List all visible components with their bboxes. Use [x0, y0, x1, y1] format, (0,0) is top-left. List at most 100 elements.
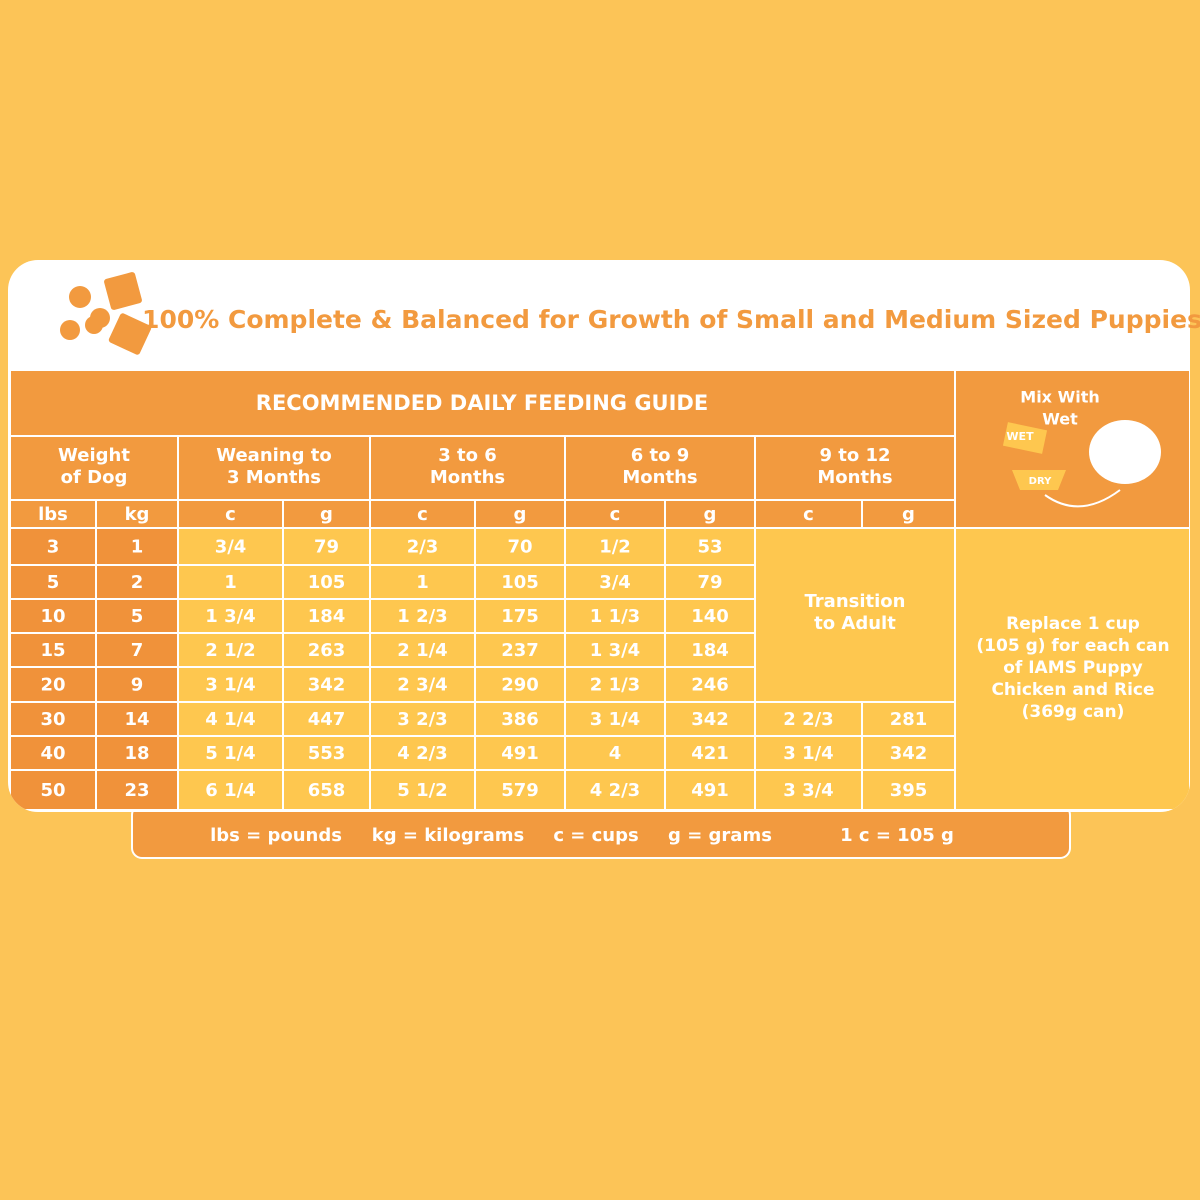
- table-cell: 4 2/3: [397, 743, 447, 764]
- group-header: Months: [430, 467, 505, 488]
- cell: [9, 499, 97, 529]
- cell: [369, 632, 476, 668]
- cell: [369, 435, 566, 501]
- table-cell: 23: [124, 780, 149, 801]
- mix-text: Replace 1 cup: [1006, 614, 1140, 634]
- table-cell: 7: [131, 640, 144, 661]
- cell: [754, 435, 956, 501]
- unit-header: g: [514, 504, 527, 525]
- table-cell: 105: [501, 572, 539, 593]
- table: RECOMMENDED DAILY FEEDING GUIDEWeightof …: [9, 369, 1190, 811]
- group-header: of Dog: [61, 467, 128, 488]
- cell: [95, 701, 179, 737]
- table-cell: 553: [308, 743, 346, 764]
- group-header: Months: [622, 467, 697, 488]
- table-cell: 1 2/3: [397, 606, 447, 627]
- table-cell: 3 3/4: [783, 780, 833, 801]
- table-cell: 53: [697, 537, 722, 558]
- cell: [564, 735, 666, 771]
- table-cell: 3 1/4: [205, 675, 255, 696]
- mix-text: (105 g) for each can: [976, 636, 1169, 656]
- cell: [369, 499, 476, 529]
- cell: [474, 769, 566, 811]
- table-cell: 5 1/4: [205, 743, 255, 764]
- icon-label: WET: [1006, 430, 1034, 443]
- footer-item: g = grams: [668, 825, 772, 846]
- table-cell: 79: [314, 537, 339, 558]
- group-header: 6 to 9: [631, 445, 690, 466]
- table-cell: 281: [890, 709, 928, 730]
- cell: [369, 666, 476, 703]
- cell: [177, 499, 284, 529]
- mix-text: (369g can): [1022, 702, 1125, 722]
- table-cell: 342: [890, 743, 928, 764]
- unit-header: c: [803, 504, 814, 525]
- cell: [564, 769, 666, 811]
- table-cell: 1: [131, 537, 144, 558]
- table-cell: 6 1/4: [205, 780, 255, 801]
- group-header: 3 to 6: [438, 445, 497, 466]
- dog-head: [1089, 420, 1161, 484]
- table-cell: 491: [501, 743, 539, 764]
- table-cell: 1: [224, 572, 237, 593]
- table-cell: 14: [124, 709, 149, 730]
- footer-item: lbs = pounds: [210, 825, 342, 846]
- table-cell: 4 1/4: [205, 709, 255, 730]
- mix-text: of IAMS Puppy: [1003, 658, 1143, 678]
- cell: [177, 701, 284, 737]
- table-cell: 3/4: [215, 537, 247, 558]
- group-header: 3 Months: [227, 467, 321, 488]
- cell: [754, 527, 956, 703]
- icons: [60, 272, 152, 355]
- group-header: Months: [817, 467, 892, 488]
- cell: [177, 632, 284, 668]
- arrow: [1044, 489, 1121, 508]
- icon-label: DRY: [1029, 476, 1052, 487]
- footer-item: c = cups: [553, 825, 638, 846]
- unit-header: g: [902, 504, 915, 525]
- footer-item: kg = kilograms: [372, 825, 525, 846]
- table-cell: 579: [501, 780, 539, 801]
- cell: [474, 564, 566, 600]
- table-cell: 342: [691, 709, 729, 730]
- table-cell: 5: [131, 606, 144, 627]
- cell: [664, 701, 756, 737]
- cell: [664, 564, 756, 600]
- table-cell: 15: [40, 640, 65, 661]
- unit-header: c: [417, 504, 428, 525]
- cell: [9, 769, 97, 811]
- cell: [369, 769, 476, 811]
- title: 100% Complete & Balanced for Growth of S…: [142, 305, 1200, 334]
- table-cell: 237: [501, 640, 539, 661]
- cell: [664, 666, 756, 703]
- cell: [177, 769, 284, 811]
- cell: [861, 701, 956, 737]
- table-cell: 30: [40, 709, 65, 730]
- cell: [95, 598, 179, 634]
- table-cell: 184: [691, 640, 729, 661]
- table-cell: 3 1/4: [590, 709, 640, 730]
- unit-header: kg: [125, 504, 150, 525]
- group-header: Weaning to: [216, 445, 332, 466]
- table-cell: 2 1/2: [205, 640, 255, 661]
- cell: [474, 701, 566, 737]
- table-cell: 658: [308, 780, 346, 801]
- table-cell: 175: [501, 606, 539, 627]
- table-cell: 3/4: [599, 572, 631, 593]
- cell: [664, 632, 756, 668]
- table-cell: 447: [308, 709, 346, 730]
- cell: [564, 527, 666, 566]
- cell: [369, 701, 476, 737]
- unit-header: g: [320, 504, 333, 525]
- table-cell: 1 1/3: [590, 606, 640, 627]
- table-cell: 18: [124, 743, 149, 764]
- table-cell: 2: [131, 572, 144, 593]
- table-cell: 9: [131, 675, 144, 696]
- table-cell: 491: [691, 780, 729, 801]
- group-header: Weight: [58, 445, 130, 466]
- table-cell: 386: [501, 709, 539, 730]
- unit-header: lbs: [38, 504, 68, 525]
- cell: [474, 666, 566, 703]
- table-cell: 3 1/4: [783, 743, 833, 764]
